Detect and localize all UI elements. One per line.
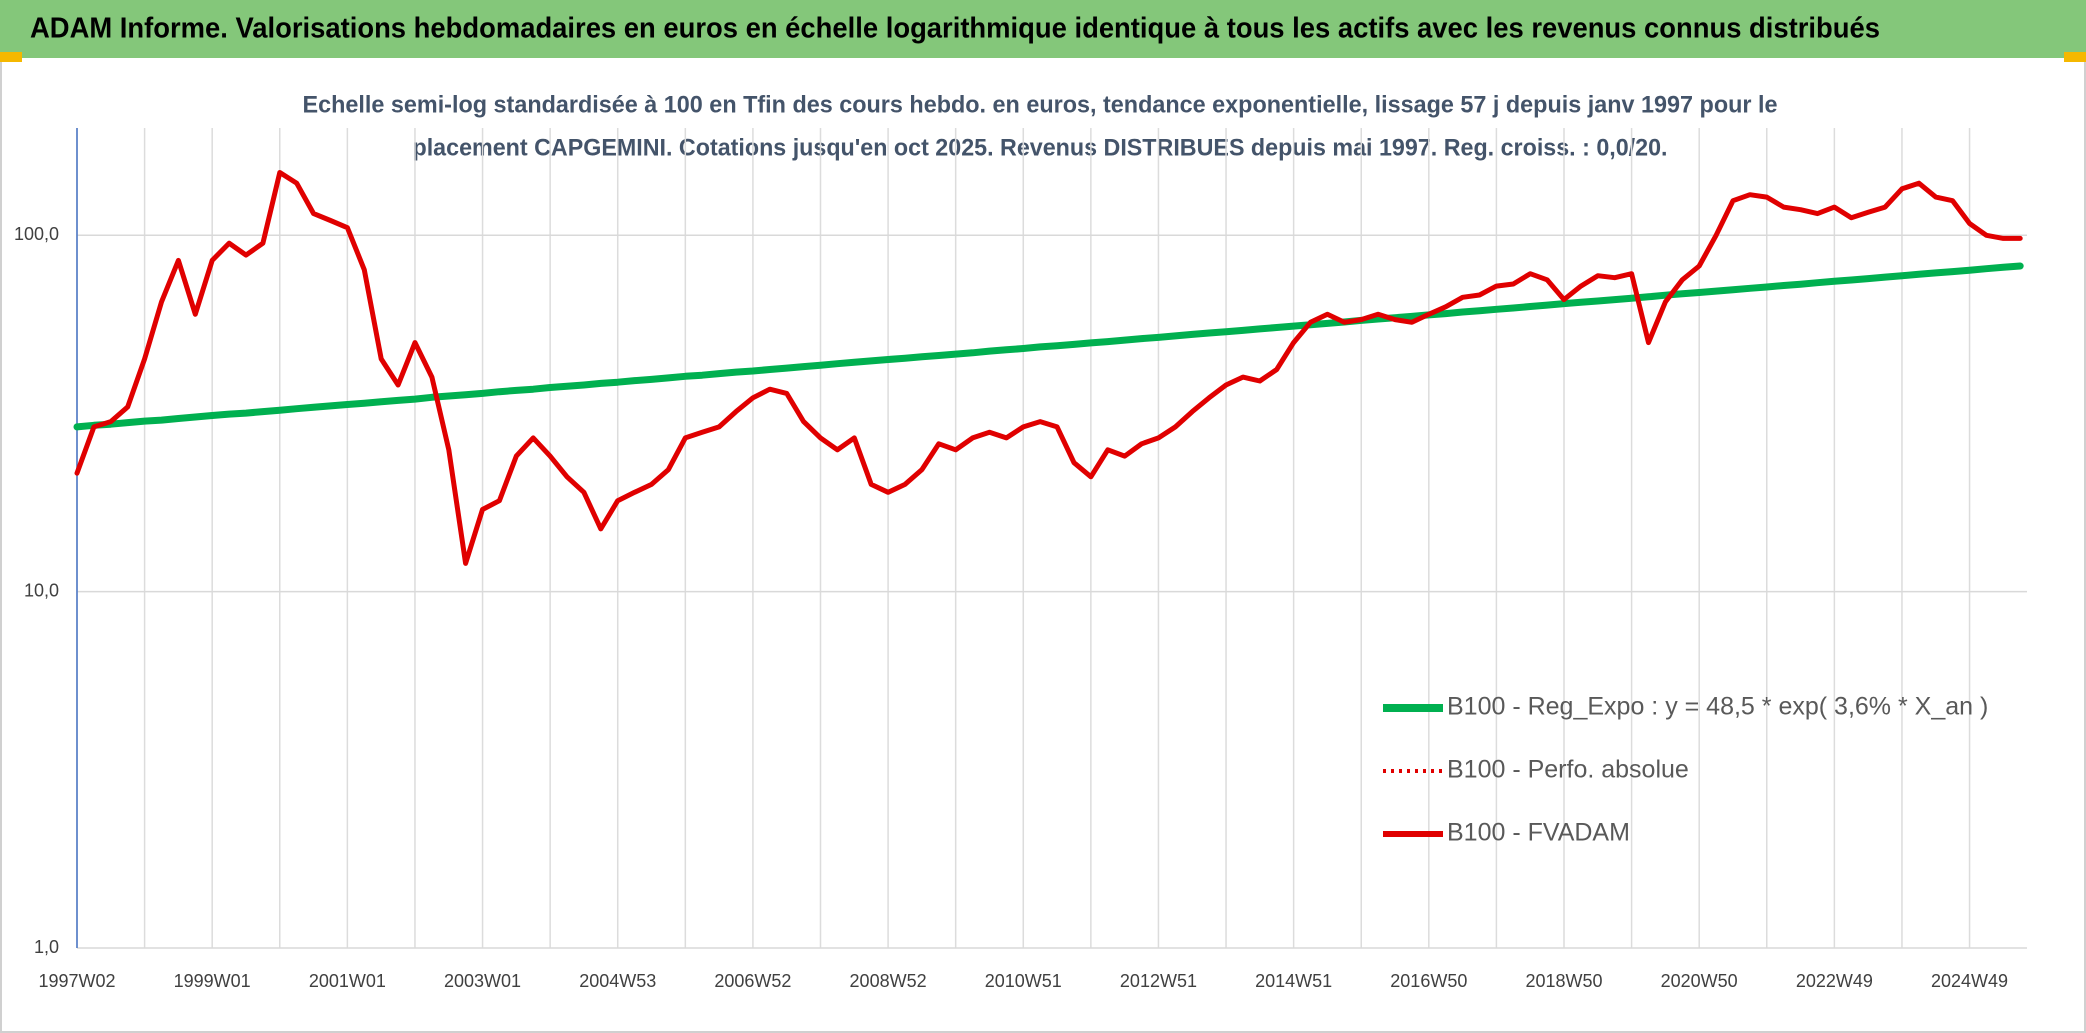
y-tick-label: 10,0 xyxy=(24,580,59,600)
plot xyxy=(73,170,2024,566)
x-tick-label: 2016W50 xyxy=(1390,971,1467,991)
series-line xyxy=(74,170,2023,566)
x-tick-label: 2006W52 xyxy=(714,971,791,991)
corner xyxy=(0,52,22,62)
x-tick-label: 1997W02 xyxy=(38,971,115,991)
series-line xyxy=(73,262,2024,431)
legend-label: B100 - FVADAM xyxy=(1447,819,1630,847)
legend-label: B100 - Reg_Expo : y = 48,5 * exp( 3,6% *… xyxy=(1447,693,1988,721)
x-tick-label: 2010W51 xyxy=(985,971,1062,991)
x-tick-label: 2001W01 xyxy=(309,971,386,991)
grid: 1,0 10,0 100,0 1997W02 1999W01 2001W01 2003W01… xyxy=(14,128,2027,991)
legend-label: B100 - Perfo. absolue xyxy=(1447,756,1689,784)
y-tick-label: 1,0 xyxy=(34,937,59,957)
x-tick-label: 2020W50 xyxy=(1661,971,1738,991)
corner xyxy=(2064,52,2086,62)
x-tick-label: 2012W51 xyxy=(1120,971,1197,991)
x-tick-label: 2022W49 xyxy=(1796,971,1873,991)
y-tick-label: 100,0 xyxy=(14,224,59,244)
x-tick-label: 2008W52 xyxy=(850,971,927,991)
x-tick-label: 2024W49 xyxy=(1931,971,2008,991)
subtitle: Echelle semi-log standardisée à 100 en T… xyxy=(303,91,1778,118)
x-tick-label: 2003W01 xyxy=(444,971,521,991)
header-title: ADAM Informe. Valorisations hebdomadaire… xyxy=(30,13,1880,45)
x-tick-label: 2018W50 xyxy=(1525,971,1602,991)
x-tick-label: 2004W53 xyxy=(579,971,656,991)
subtitle: placement CAPGEMINI. Cotations jusqu'en … xyxy=(413,134,1668,161)
x-tick-label: 2014W51 xyxy=(1255,971,1332,991)
x-tick-label: 1999W01 xyxy=(174,971,251,991)
legend: B100 - Reg_Expo : y = 48,5 * exp( 3,6% *… xyxy=(1383,693,1988,847)
header-bar xyxy=(0,0,2086,58)
